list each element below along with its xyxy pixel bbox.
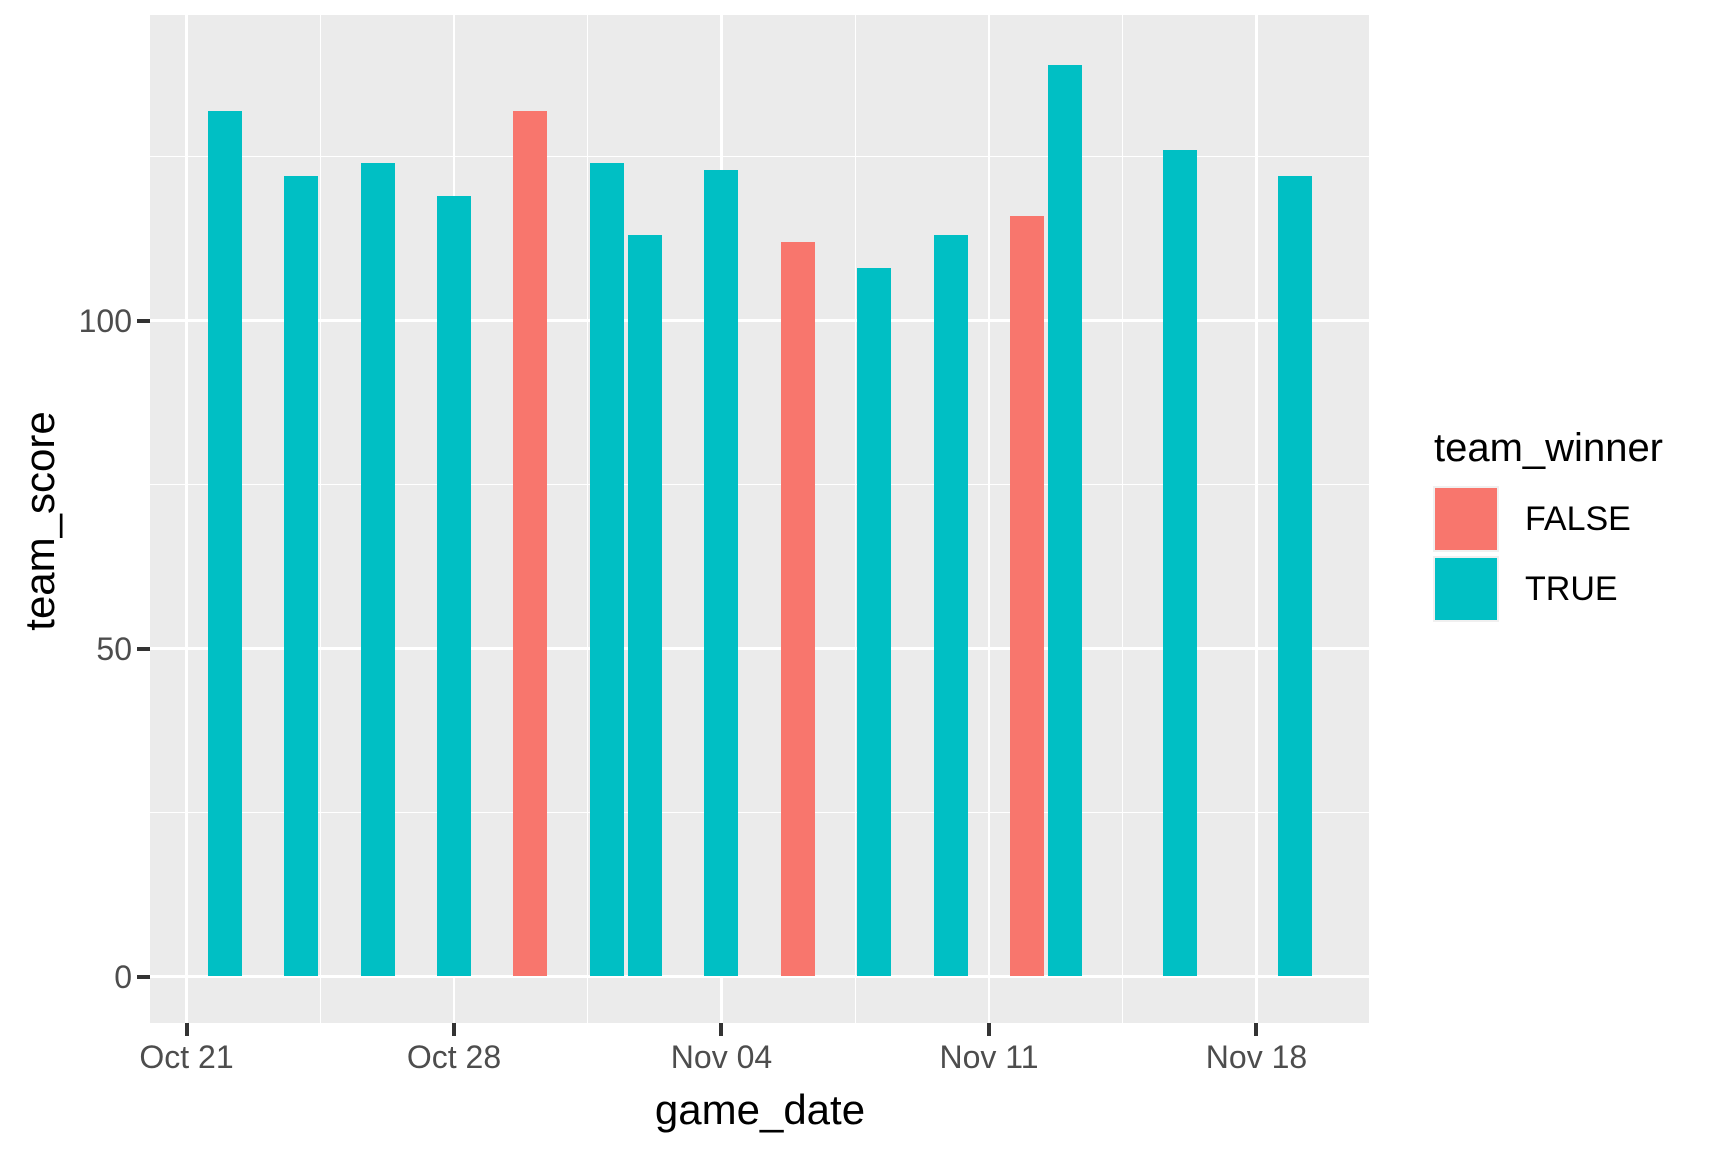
legend: team_winner FALSE TRUE [1433,428,1663,626]
x-tick-mark [184,1023,189,1036]
legend-key-true-swatch [1433,556,1499,622]
bar-oct-26 [360,163,395,977]
gridline-x-major [1255,15,1258,1023]
bar-nov-04 [704,169,739,977]
x-tick-mark [451,1023,456,1036]
x-tick-label: Oct 28 [406,1039,502,1075]
bar-oct-28 [436,195,471,977]
gridline-y-major [150,975,1369,978]
bar-nov-01 [589,163,624,977]
x-axis-title: game_date [654,1086,866,1133]
bar-nov-10 [933,235,968,977]
gridline-y-minor [150,155,1369,158]
legend-title: team_winner [1434,426,1664,470]
x-tick-label: Nov 18 [1205,1039,1308,1075]
bar-nov-06 [780,241,815,977]
gridline-x-minor [854,15,856,1023]
bar-nov-16 [1163,149,1198,977]
x-tick-mark [719,1023,724,1036]
y-tick-label: 50 [96,630,132,667]
legend-entry-true: TRUE [1433,556,1663,622]
plot-panel [150,15,1369,1023]
bar-nov-19 [1277,176,1312,977]
bar-nov-12 [1010,215,1045,977]
legend-label-false: FALSE [1525,500,1631,538]
gridline-x-minor [319,15,321,1023]
gridline-x-minor [1122,15,1124,1023]
legend-label-true: TRUE [1525,570,1618,608]
y-tick-mark [137,646,150,651]
x-tick-label: Nov 11 [939,1039,1039,1075]
bar-oct-24 [284,176,319,977]
gridline-x-major [185,15,188,1023]
gridline-x-major [987,15,991,1023]
y-tick-label: 0 [114,958,132,995]
gridline-y-major [150,319,1369,322]
y-axis-title: team_score [16,411,63,631]
bar-nov-02 [628,235,663,977]
gridline-y-minor [150,811,1369,814]
bar-oct-30 [513,110,548,977]
bar-nov-08 [857,268,892,977]
bar-oct-22 [207,110,242,977]
x-tick-mark [986,1023,991,1036]
gridline-y-major [150,647,1369,650]
x-tick-label: Oct 21 [139,1039,234,1075]
legend-entry-false: FALSE [1433,486,1663,552]
bar-nov-13 [1048,64,1083,977]
gridline-y-minor [150,483,1369,486]
gridline-x-minor [587,15,589,1023]
y-tick-mark [137,974,150,979]
y-tick-mark [137,318,150,323]
x-tick-label: Nov 04 [670,1039,773,1075]
x-tick-mark [1254,1023,1259,1036]
legend-key-false-swatch [1433,486,1499,552]
y-tick-label: 100 [78,302,132,339]
